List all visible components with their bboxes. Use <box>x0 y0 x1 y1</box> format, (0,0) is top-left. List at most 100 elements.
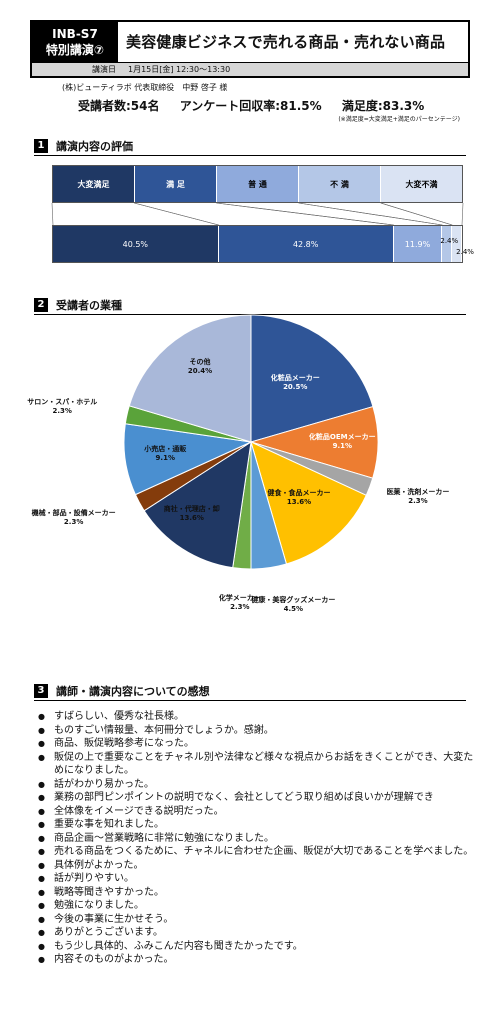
comment-item: 重要な事を知れました。 <box>38 818 478 832</box>
bar-segment: 40.5% <box>53 226 219 262</box>
connector-line <box>298 202 443 226</box>
speaker-name: (株)ビューティラボ 代表取締役 中野 啓子 様 <box>62 83 228 92</box>
pie-label-name: その他 <box>189 357 211 366</box>
section-1-rule <box>34 155 466 156</box>
section-2-title: 受講者の業種 <box>56 299 122 312</box>
pie-label: 小売店・通販 9.1% <box>144 445 186 463</box>
page-title: 美容健康ビジネスで売れる商品・売れない商品 <box>126 33 446 51</box>
comment-item: もう少し具体的、ふみこんだ内容も聞きたかったです。 <box>38 940 478 954</box>
schedule-bar: 講演日 1月15日[金] 12:30〜13:30 <box>32 62 468 76</box>
comment-item: 勉強になりました。 <box>38 899 478 913</box>
rating-legend: 大変満足満 足普 通不 満大変不満 <box>52 165 463 203</box>
legend-item: 普 通 <box>217 166 299 202</box>
pie-label: 健康・美容グッズメーカー 4.5% <box>251 596 335 614</box>
bar-segment: 11.9% <box>393 226 443 262</box>
pie-label-value: 2.3% <box>230 602 250 611</box>
rating-stacked-bar: 40.5% 42.8% 11.9% <box>52 225 463 263</box>
comments-list: すばらしい、優秀な社長様。ものすごい情報量、本何冊分でしょうか。感謝。商品、販促… <box>38 710 478 967</box>
date-value: 1月15日[金] 12:30〜13:30 <box>128 65 231 74</box>
pie-label-value: 2.3% <box>52 407 72 416</box>
comment-item: 話がわかり易かった。 <box>38 778 478 792</box>
comment-item: すばらしい、優秀な社長様。 <box>38 710 478 724</box>
pie-label-name: 健食・食品メーカー <box>267 488 331 497</box>
pie-label: 健食・食品メーカー 13.6% <box>268 489 331 507</box>
bar-value-callout: 2.4% <box>456 248 474 256</box>
pie-label-name: 機械・部品・設備メーカー <box>31 509 116 518</box>
industry-pie-chart <box>123 314 379 570</box>
legend-item: 大変不満 <box>381 166 462 202</box>
pie-label-name: 健康・美容グッズメーカー <box>251 596 336 605</box>
connector-line <box>461 202 464 226</box>
pie-label-name: 化学メーカー <box>218 593 261 602</box>
pie-label: 機械・部品・設備メーカー 2.3% <box>32 509 116 527</box>
pie-slice <box>250 441 367 565</box>
bar-segment: 42.8% <box>218 226 394 262</box>
bar-value-callout: 2.4% <box>440 237 459 245</box>
pie-label: 商社・代理店・卸 13.6% <box>164 505 220 523</box>
bar-value-label: 11.9% <box>404 239 431 249</box>
bar-segment <box>442 226 453 262</box>
section-2-heading: 2 受講者の業種 <box>34 297 122 313</box>
stats-line: 受講者数:54名 アンケート回収率:81.5% 満足度:83.3% <box>78 97 440 114</box>
satisfaction-note: (※満足度=大変満足+満足のパーセンテージ) <box>338 116 460 123</box>
connector-line <box>134 202 219 226</box>
pie-label: 化学メーカー 2.3% <box>219 594 261 612</box>
pie-label: 化粧品メーカー 20.5% <box>271 374 320 392</box>
pie-label-value: 9.1% <box>332 442 352 451</box>
pie-label: 化粧品OEMメーカー 9.1% <box>309 433 376 451</box>
comment-item: 全体像をイメージできる説明だった。 <box>38 805 478 819</box>
comment-item: 具体例がよかった。 <box>38 859 478 873</box>
pie-label: その他 20.4% <box>188 358 212 376</box>
bar-value-label: 42.8% <box>292 239 319 249</box>
pie-label-name: 商社・代理店・卸 <box>163 505 220 514</box>
pie-label-value: 20.5% <box>283 383 308 392</box>
pie-slice <box>143 440 252 569</box>
legend-item: 大変満足 <box>53 166 135 202</box>
pie-label: 医薬・洗剤メーカー 2.3% <box>386 488 449 506</box>
legend-item: 不 満 <box>299 166 381 202</box>
response-rate: アンケート回収率:81.5% <box>179 99 322 113</box>
section-2-rule <box>34 314 466 315</box>
pie-label-value: 2.3% <box>63 518 84 527</box>
section-3-heading: 3 講師・講演内容についての感想 <box>34 683 210 699</box>
connector-line <box>216 202 394 226</box>
pie-label-name: 化粧品OEMメーカー <box>308 433 376 442</box>
bar-value-label: 40.5% <box>122 239 149 249</box>
comment-item: 販促の上で重要なことをチャネル別や法律など様々な視点からお話をきくことができ、大… <box>38 751 478 778</box>
section-3-title: 講師・講演内容についての感想 <box>56 685 210 698</box>
comment-item: 内容そのものがよかった。 <box>38 953 478 967</box>
pie-label: サロン・スパ・ホテル 2.3% <box>27 398 97 416</box>
pie-label-value: 13.6% <box>286 497 312 506</box>
section-1-number: 1 <box>34 139 48 153</box>
session-number: 特別講演⑦ <box>45 43 105 57</box>
section-2-number: 2 <box>34 298 48 312</box>
section-1-heading: 1 講演内容の評価 <box>34 138 133 154</box>
pie-slice <box>128 314 252 443</box>
connector-line <box>51 202 54 226</box>
comment-item: 商品企画〜営業戦略に非常に勉強になりました。 <box>38 832 478 846</box>
section-1-title: 講演内容の評価 <box>56 140 133 153</box>
session-code: INB-S7 <box>52 27 98 41</box>
pie-label-value: 20.4% <box>187 366 213 375</box>
comment-item: 商品、販促戦略参考になった。 <box>38 737 478 751</box>
comment-item: 戦略等聞きやすかった。 <box>38 886 478 900</box>
pie-label-name: 小売店・通販 <box>144 444 187 453</box>
comment-item: 売れる商品をつくるために、チャネルに合わせた企画、販促が大切であることを学べまし… <box>38 845 478 859</box>
pie-label-value: 2.3% <box>408 496 428 505</box>
header-box: INB-S7 特別講演⑦ 美容健康ビジネスで売れる商品・売れない商品 講演日 1… <box>30 20 470 78</box>
pie-slice <box>250 314 374 443</box>
pie-label-value: 9.1% <box>155 453 175 462</box>
pie-label-name: 医薬・洗剤メーカー <box>386 487 450 496</box>
comment-item: ものすごい情報量、本何冊分でしょうか。感謝。 <box>38 724 478 738</box>
legend-item: 満 足 <box>135 166 217 202</box>
pie-label-value: 13.6% <box>179 514 204 523</box>
pie-label-value: 4.5% <box>283 605 304 614</box>
connector-line <box>380 202 453 226</box>
date-key: 講演日 <box>92 65 116 74</box>
pie-label-name: サロン・スパ・ホテル <box>27 398 98 407</box>
comment-item: 話が判りやすい。 <box>38 872 478 886</box>
legend-connector-lines <box>51 202 464 226</box>
bar-segment <box>452 226 462 262</box>
section-3-rule <box>34 700 466 701</box>
comment-item: ありがとうございます。 <box>38 926 478 940</box>
